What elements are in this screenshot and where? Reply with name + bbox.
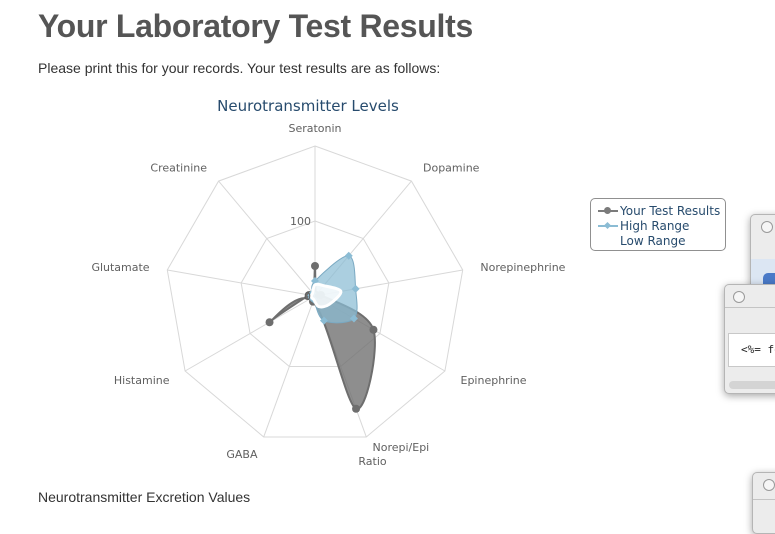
intro-text: Please print this for your records. Your… [38,60,441,76]
data-point[interactable] [352,404,361,413]
category-label: Seratonin [288,122,341,135]
category-label: Creatinine [150,161,207,174]
page-title: Your Laboratory Test Results [38,8,473,44]
data-point[interactable] [311,262,319,270]
category-label: Histamine [114,374,170,387]
data-point[interactable] [265,318,274,327]
category-label: GABA [226,448,258,461]
category-label: Epinephrine [461,374,527,387]
radial-tick-label: 0 [304,290,311,303]
grid-ring-2 [166,145,464,438]
series-area-low-range[interactable] [309,282,343,309]
grid-spoke [184,295,316,372]
grid-spoke [167,269,316,297]
data-point[interactable] [319,316,328,325]
grid-ring-1 [240,220,390,367]
data-point[interactable] [351,284,360,293]
data-point[interactable] [344,251,353,260]
legend-label: Low Range [620,233,686,248]
legend-label: Your Test Results [620,203,721,218]
radar-labels: 0 100 Seratonin Dopamine Norepinephrine Epine… [91,122,565,468]
window-separator [725,307,775,308]
legend-item-low-range[interactable]: Low Range [598,233,725,248]
category-label: Dopamine [423,161,480,174]
background-window-bottom[interactable] [752,472,775,534]
grid-spoke [218,180,316,297]
window-separator [753,499,775,500]
chart-title: Neurotransmitter Levels [217,97,399,115]
chart-legend: Your Test Results High Range Low Range [590,198,726,251]
category-label: Glutamate [91,261,149,274]
legend-item-high-range[interactable]: High Range [598,218,725,233]
data-point[interactable] [369,325,378,334]
code-snippet-field[interactable]: <%= fo [728,333,775,367]
legend-label: High Range [620,218,690,233]
horizontal-scrollbar[interactable] [729,381,775,389]
data-point[interactable] [349,314,358,323]
section-heading: Neurotransmitter Excretion Values [38,489,251,505]
radial-tick-label: 100 [290,215,311,228]
window-close-icon[interactable] [761,221,773,233]
legend-swatch-low-range [598,236,618,246]
legend-item-your-test-results[interactable]: Your Test Results [598,203,725,218]
background-window-main[interactable]: <%= fo [724,284,775,394]
category-label: Norepinephrine [480,261,565,274]
radar-series [265,251,378,413]
legend-swatch-high-range [598,221,618,231]
window-close-icon[interactable] [763,479,775,491]
window-close-icon[interactable] [733,291,745,303]
grid-spoke [263,295,316,438]
legend-swatch-your-results [598,206,618,216]
category-label: Norepi/Epi Ratio [358,441,429,468]
radar-chart: Neurotransmitter Levels 0 100 Seratonin Dop… [91,97,565,468]
